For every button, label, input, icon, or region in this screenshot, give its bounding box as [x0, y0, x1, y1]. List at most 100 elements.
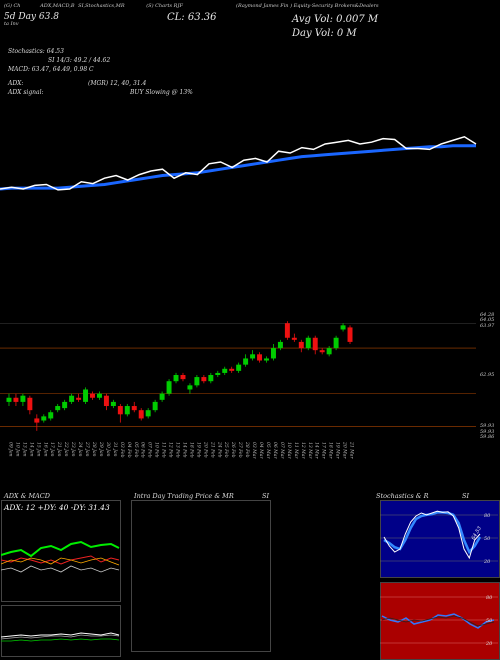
candle-body	[277, 341, 283, 349]
candle-body	[166, 381, 172, 394]
candle-body	[110, 401, 116, 407]
candle-body	[194, 377, 200, 386]
candle-body	[27, 397, 33, 411]
rsi-level-20: 20	[485, 641, 493, 647]
date-axis-label: 17 Mar	[321, 442, 327, 459]
date-axis-label: 28 Feb	[244, 441, 250, 458]
close-label: CL: 63.36	[167, 12, 217, 23]
header-tl1: (G) Ch	[4, 3, 21, 9]
candle-body	[103, 395, 109, 407]
candle-body	[62, 401, 68, 409]
candle-body	[96, 393, 102, 398]
header-price-label: (S) Charts RJF	[146, 3, 183, 9]
moving-average-line	[0, 144, 476, 191]
candle-body	[69, 395, 75, 402]
date-axis-label: 06 Mar	[272, 442, 278, 459]
candle-body	[347, 327, 353, 342]
candle-body	[138, 410, 144, 419]
date-axis-label: 13 Feb	[175, 442, 181, 458]
date-axis-label: 24 Feb	[216, 441, 222, 458]
candle-body	[145, 410, 151, 417]
price-line-group	[0, 135, 477, 191]
candle-body	[201, 377, 207, 382]
stoch-d-line	[383, 511, 482, 555]
candle-body	[243, 358, 249, 365]
date-axis-label: 07 Mar	[279, 442, 285, 459]
date-axis-label: 12 Feb	[168, 442, 174, 458]
candle-body	[291, 337, 297, 340]
intraday-panel	[131, 500, 271, 652]
date-axis-label: 14 Jan	[28, 442, 34, 457]
date-axis-group: 09 Jan 10 Jan 13 Jan 14 Jan 15 Jan 16 Jan 17 J…	[7, 441, 354, 459]
date-axis-label: 05 Feb	[133, 442, 139, 458]
stoch-level-50: 50	[484, 536, 491, 542]
company-name: (Raymond James Fin ) Equity-Security Bro…	[236, 3, 379, 9]
adx-panel-title: ADX & MACD	[4, 492, 50, 500]
candle-body	[333, 337, 339, 349]
date-axis-label: 22 Jan	[63, 441, 69, 457]
date-axis-label: 27 Jan	[84, 441, 90, 457]
candle-body	[41, 416, 47, 421]
rsi-chart: 80 50 20	[380, 595, 498, 647]
date-axis-label: 13 Mar	[307, 442, 313, 459]
candle-body	[250, 354, 256, 359]
date-axis-label: 10 Jan	[14, 442, 20, 457]
adx-signal-label: ADX signal:	[8, 89, 44, 96]
day-vol: Day Vol: 0 M	[292, 28, 357, 39]
date-axis-label: 21 Mar	[349, 441, 355, 459]
header-5d-day: 5d Day 63.8	[4, 12, 59, 22]
stochastics-value: Stochastics: 64.53	[8, 48, 64, 55]
price-axis-label: 64.05	[480, 317, 494, 323]
macd-value: MACD: 63.47, 64.49, 0.98 C	[8, 66, 94, 73]
candle-body	[90, 393, 95, 398]
candle-body	[215, 372, 221, 375]
candle-body	[34, 418, 40, 423]
candle-body	[319, 350, 325, 353]
date-axis-label: 21 Feb	[209, 441, 215, 458]
date-axis-label: 19 Mar	[335, 442, 341, 459]
adx-panel-values: ADX: 12 +DY: 40 -DY: 31.43	[4, 503, 110, 512]
candle-body	[340, 325, 346, 330]
stoch-level-80: 80	[484, 513, 491, 519]
date-axis-label: 18 Feb	[188, 442, 194, 458]
candle-body	[55, 406, 61, 411]
price-axis-label: 59.93	[480, 423, 494, 429]
candle-body	[180, 375, 186, 380]
chart-header-tl: (G) Ch ADX,MACD,B SI,Stochastics,MR (S) …	[4, 3, 183, 9]
candle-body	[173, 375, 179, 382]
price-axis-label: 62.95	[480, 372, 494, 378]
date-axis-label: 17 Jan	[49, 442, 55, 457]
candle-body	[159, 393, 165, 400]
candle-body	[305, 337, 311, 349]
date-axis-label: 18 Mar	[328, 442, 334, 459]
date-axis-label: 04 Mar	[258, 442, 264, 459]
candle-body	[76, 397, 82, 400]
date-axis-label: 26 Feb	[230, 441, 236, 458]
date-axis-label: 20 Feb	[202, 441, 208, 458]
date-axis-label: 29 Jan	[98, 441, 104, 457]
date-axis-label: 05 Mar	[265, 442, 271, 459]
grid-group	[0, 322, 476, 428]
date-axis-label: 10 Feb	[154, 442, 160, 458]
candle-body	[6, 397, 12, 402]
date-axis-label: 03 Feb	[119, 442, 125, 458]
candle-body	[83, 389, 89, 402]
candle-body	[117, 406, 123, 415]
candle-body	[229, 368, 235, 371]
adx-values: (MGR) 12, 40, 31.4	[88, 80, 147, 87]
header-ta: ta Inv	[4, 21, 19, 27]
stoch-k-line	[383, 510, 481, 560]
date-axis-label: 23 Jan	[70, 441, 76, 457]
macd-lines	[1, 632, 120, 642]
date-axis-label: 30 Jan	[105, 442, 111, 457]
header-charts-label: ADX,MACD,B	[40, 3, 75, 9]
date-axis-label: 20 Mar	[342, 441, 348, 459]
date-axis-label: 31 Jan	[112, 442, 118, 457]
candle-body	[236, 364, 242, 371]
date-axis-label: 03 Mar	[251, 442, 257, 459]
candle-body	[222, 368, 228, 373]
candle-body	[284, 323, 290, 338]
candle-body	[187, 385, 193, 390]
candle-body	[298, 341, 304, 349]
